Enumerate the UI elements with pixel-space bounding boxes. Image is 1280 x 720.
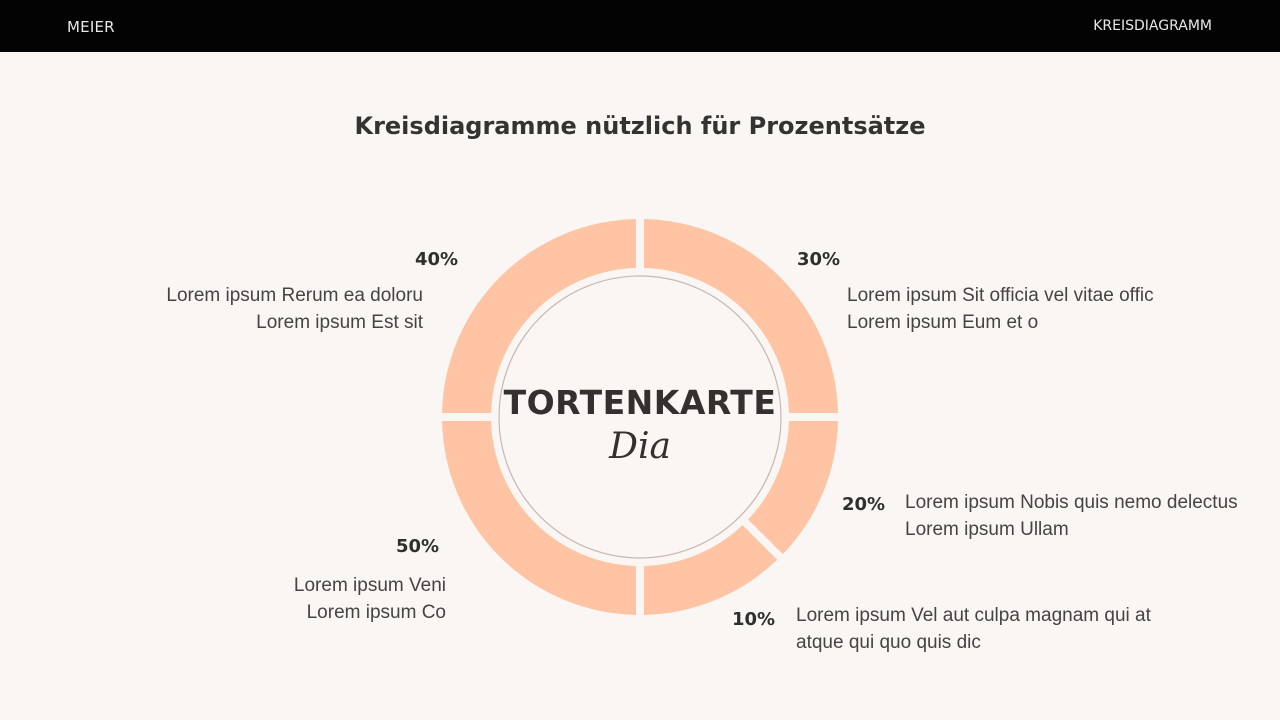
donut-segment-10 [643,525,778,615]
slice-description-line: Lorem ipsum Veni [293,575,446,596]
center-subtitle: Dia [609,426,671,467]
slice-description-line: Lorem ipsum Eum et o [847,312,1039,333]
slice-description-line: atque qui quo quis dic [796,632,981,653]
header-bar: MEIER KREISDIAGRAMM [0,0,1280,52]
section-label: KREISDIAGRAMM [1093,18,1212,34]
slice-description-line: Lorem ipsum Ullam [905,519,1069,540]
slice-description-line: Lorem ipsum Est sit [256,312,423,333]
slice-description-40: Lorem ipsum Rerum ea doloru Lorem ipsum … [166,282,423,336]
donut-segment-20 [748,420,838,555]
slice-percent-40: 40% [415,249,459,270]
brand-label: MEIER [67,18,115,36]
slice-description-line: Lorem ipsum Nobis quis nemo delectus [905,492,1238,513]
slice-description-line: Lorem ipsum Sit officia vel vitae offic [847,285,1154,306]
slice-percent-50: 50% [396,536,440,557]
slice-percent-10: 10% [732,609,776,630]
slice-description-30: Lorem ipsum Sit officia vel vitae offic … [847,282,1154,336]
slice-description-50: Lorem ipsum Veni Lorem ipsum Co [294,572,446,626]
slice-description-line: Lorem ipsum Rerum ea doloru [166,285,423,306]
inner-ring [498,275,782,559]
slice-percent-30: 30% [797,249,841,270]
slice-description-10: Lorem ipsum Vel aut culpa magnam qui at … [796,602,1151,656]
donut-segment-30 [643,219,838,414]
slice-percent-20: 20% [842,494,886,515]
slice-description-line: Lorem ipsum Co [306,602,446,623]
center-title: TORTENKARTE [503,383,777,422]
donut-segment-50 [442,420,637,615]
page-title: Kreisdiagramme nützlich für Prozentsätze [354,112,926,140]
donut-segment-40 [442,219,637,414]
donut-segments [442,219,838,615]
slice-description-line: Lorem ipsum Vel aut culpa magnam qui at [796,605,1151,626]
slice-description-20: Lorem ipsum Nobis quis nemo delectus Lor… [905,489,1238,543]
